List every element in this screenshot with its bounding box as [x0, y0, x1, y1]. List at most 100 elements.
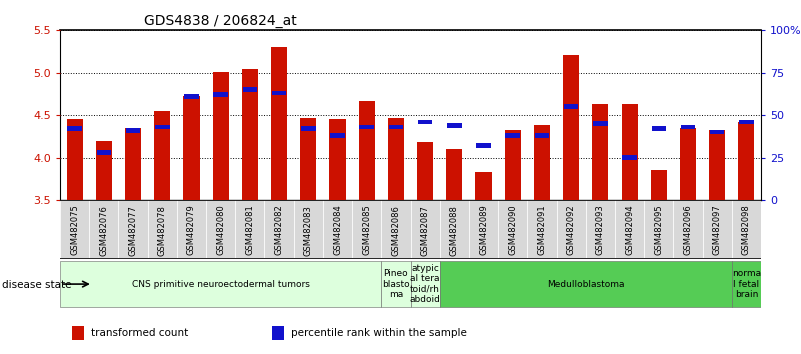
Bar [557, 200, 586, 258]
Bar [674, 200, 702, 258]
Text: percentile rank within the sample: percentile rank within the sample [291, 328, 467, 338]
Bar [469, 200, 498, 258]
Text: Pineo
blasto
ma: Pineo blasto ma [382, 269, 410, 299]
Bar [476, 172, 492, 200]
Bar [301, 126, 316, 131]
Bar [381, 200, 410, 258]
Text: GSM482085: GSM482085 [362, 205, 371, 256]
Bar [184, 94, 199, 99]
Bar [447, 123, 461, 127]
Bar [381, 261, 410, 307]
Text: GSM482077: GSM482077 [129, 205, 138, 256]
Text: disease state: disease state [2, 280, 72, 290]
Text: GSM482087: GSM482087 [421, 205, 429, 256]
Bar [183, 96, 199, 200]
Bar [477, 143, 491, 148]
Bar [505, 133, 520, 138]
Bar [410, 261, 440, 307]
Text: GSM482083: GSM482083 [304, 205, 313, 256]
Text: atypic
al tera
toid/rh
abdoid: atypic al tera toid/rh abdoid [409, 264, 441, 304]
Bar [622, 155, 637, 160]
Bar [418, 120, 433, 124]
Bar [155, 125, 170, 129]
Bar [60, 200, 89, 258]
Bar [535, 133, 549, 138]
Bar [498, 200, 527, 258]
Bar [242, 69, 258, 200]
Text: GSM482086: GSM482086 [392, 205, 400, 256]
Bar [66, 119, 83, 200]
Bar [534, 125, 550, 200]
Bar [119, 200, 147, 258]
Bar [593, 121, 608, 126]
Bar [360, 125, 374, 129]
Bar [235, 200, 264, 258]
Text: GSM482089: GSM482089 [479, 205, 488, 256]
Bar [147, 200, 177, 258]
Bar [709, 130, 725, 200]
Bar [739, 122, 755, 200]
Text: GSM482080: GSM482080 [216, 205, 225, 256]
Text: GSM482092: GSM482092 [566, 205, 576, 255]
Bar [126, 128, 140, 133]
Text: GSM482088: GSM482088 [450, 205, 459, 256]
Bar [440, 200, 469, 258]
Bar [89, 200, 119, 258]
Bar [125, 128, 141, 200]
Bar [155, 111, 171, 200]
Bar [271, 47, 287, 200]
Text: GSM482079: GSM482079 [187, 205, 196, 256]
Bar [294, 200, 323, 258]
Bar [739, 120, 754, 124]
Bar [615, 200, 644, 258]
Text: GSM482082: GSM482082 [275, 205, 284, 256]
Bar [586, 200, 615, 258]
Bar [592, 104, 609, 200]
Bar [212, 72, 229, 200]
Bar [527, 200, 557, 258]
Bar [206, 200, 235, 258]
Text: GSM482075: GSM482075 [70, 205, 79, 256]
Text: GSM482096: GSM482096 [683, 205, 692, 256]
Bar [681, 125, 695, 129]
Text: GSM482084: GSM482084 [333, 205, 342, 256]
Bar [330, 133, 344, 138]
Bar [564, 104, 578, 109]
Bar [650, 170, 666, 200]
Bar [352, 200, 381, 258]
Bar [97, 150, 111, 155]
Bar [300, 118, 316, 200]
Bar [622, 104, 638, 200]
Text: norma
l fetal
brain: norma l fetal brain [732, 269, 761, 299]
Bar [359, 101, 375, 200]
Text: GSM482081: GSM482081 [245, 205, 255, 256]
Bar [410, 200, 440, 258]
Text: GSM482098: GSM482098 [742, 205, 751, 256]
Bar [264, 200, 294, 258]
Bar [446, 149, 462, 200]
Text: GDS4838 / 206824_at: GDS4838 / 206824_at [144, 14, 297, 28]
Text: GSM482093: GSM482093 [596, 205, 605, 256]
Text: GSM482091: GSM482091 [537, 205, 546, 255]
Bar [272, 91, 286, 95]
Text: transformed count: transformed count [91, 328, 187, 338]
Bar [177, 200, 206, 258]
Bar [417, 142, 433, 200]
Bar [388, 118, 404, 200]
Text: GSM482090: GSM482090 [508, 205, 517, 255]
Bar [329, 119, 345, 200]
Bar [505, 130, 521, 200]
Bar [710, 130, 724, 135]
Bar [732, 261, 761, 307]
Text: GSM482078: GSM482078 [158, 205, 167, 256]
Bar [388, 125, 403, 129]
Text: Medulloblastoma: Medulloblastoma [547, 280, 625, 289]
Bar [67, 126, 82, 131]
Bar [732, 200, 761, 258]
Text: CNS primitive neuroectodermal tumors: CNS primitive neuroectodermal tumors [131, 280, 310, 289]
Bar [651, 126, 666, 131]
Text: GSM482095: GSM482095 [654, 205, 663, 255]
Bar [213, 92, 228, 97]
Text: GSM482097: GSM482097 [713, 205, 722, 256]
Text: GSM482076: GSM482076 [99, 205, 108, 256]
